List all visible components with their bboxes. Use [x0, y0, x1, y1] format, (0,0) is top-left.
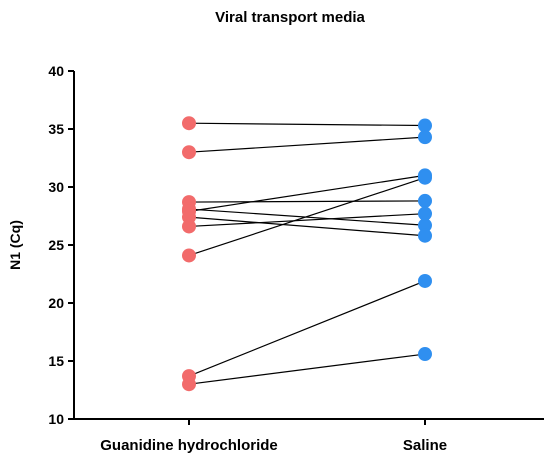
y-ticks: 10 15 20 25 30 35 40 [48, 63, 74, 427]
y-tick-label: 15 [48, 353, 64, 369]
saline-point [418, 170, 432, 185]
saline-point [418, 193, 432, 208]
x-ticks: Guanidine hydrochloride Saline [100, 419, 447, 454]
pair-line [188, 200, 426, 203]
saline-point [418, 347, 432, 362]
y-axis-label: N1 (Cq) [7, 220, 23, 270]
pair-line [188, 177, 426, 257]
pair-line [188, 122, 426, 127]
saline-point [418, 273, 432, 288]
saline-point [418, 218, 432, 233]
pair-line [188, 174, 426, 212]
pair-line [188, 280, 426, 377]
y-tick-label: 20 [48, 295, 64, 311]
pair-line [188, 353, 426, 385]
guanidine-point [182, 377, 196, 392]
guanidine-point [182, 248, 196, 263]
saline-point [418, 228, 432, 243]
y-tick-label: 25 [48, 237, 64, 253]
x-category-label: Saline [403, 437, 447, 454]
y-tick-label: 40 [48, 63, 64, 79]
pair-line [188, 216, 426, 237]
saline-point [418, 206, 432, 221]
data-points [182, 116, 432, 392]
saline-point [418, 118, 432, 133]
y-tick-label: 10 [48, 411, 64, 427]
y-tick-label: 35 [48, 121, 64, 137]
pair-line [188, 213, 426, 228]
guanidine-point [182, 219, 196, 234]
chart-title: Viral transport media [215, 9, 365, 26]
pair-lines [188, 122, 426, 385]
pair-line [188, 136, 426, 153]
guanidine-point [182, 116, 196, 131]
x-category-label: Guanidine hydrochloride [100, 437, 278, 454]
y-tick-label: 30 [48, 179, 64, 195]
saline-point [418, 130, 432, 145]
guanidine-point [182, 145, 196, 160]
